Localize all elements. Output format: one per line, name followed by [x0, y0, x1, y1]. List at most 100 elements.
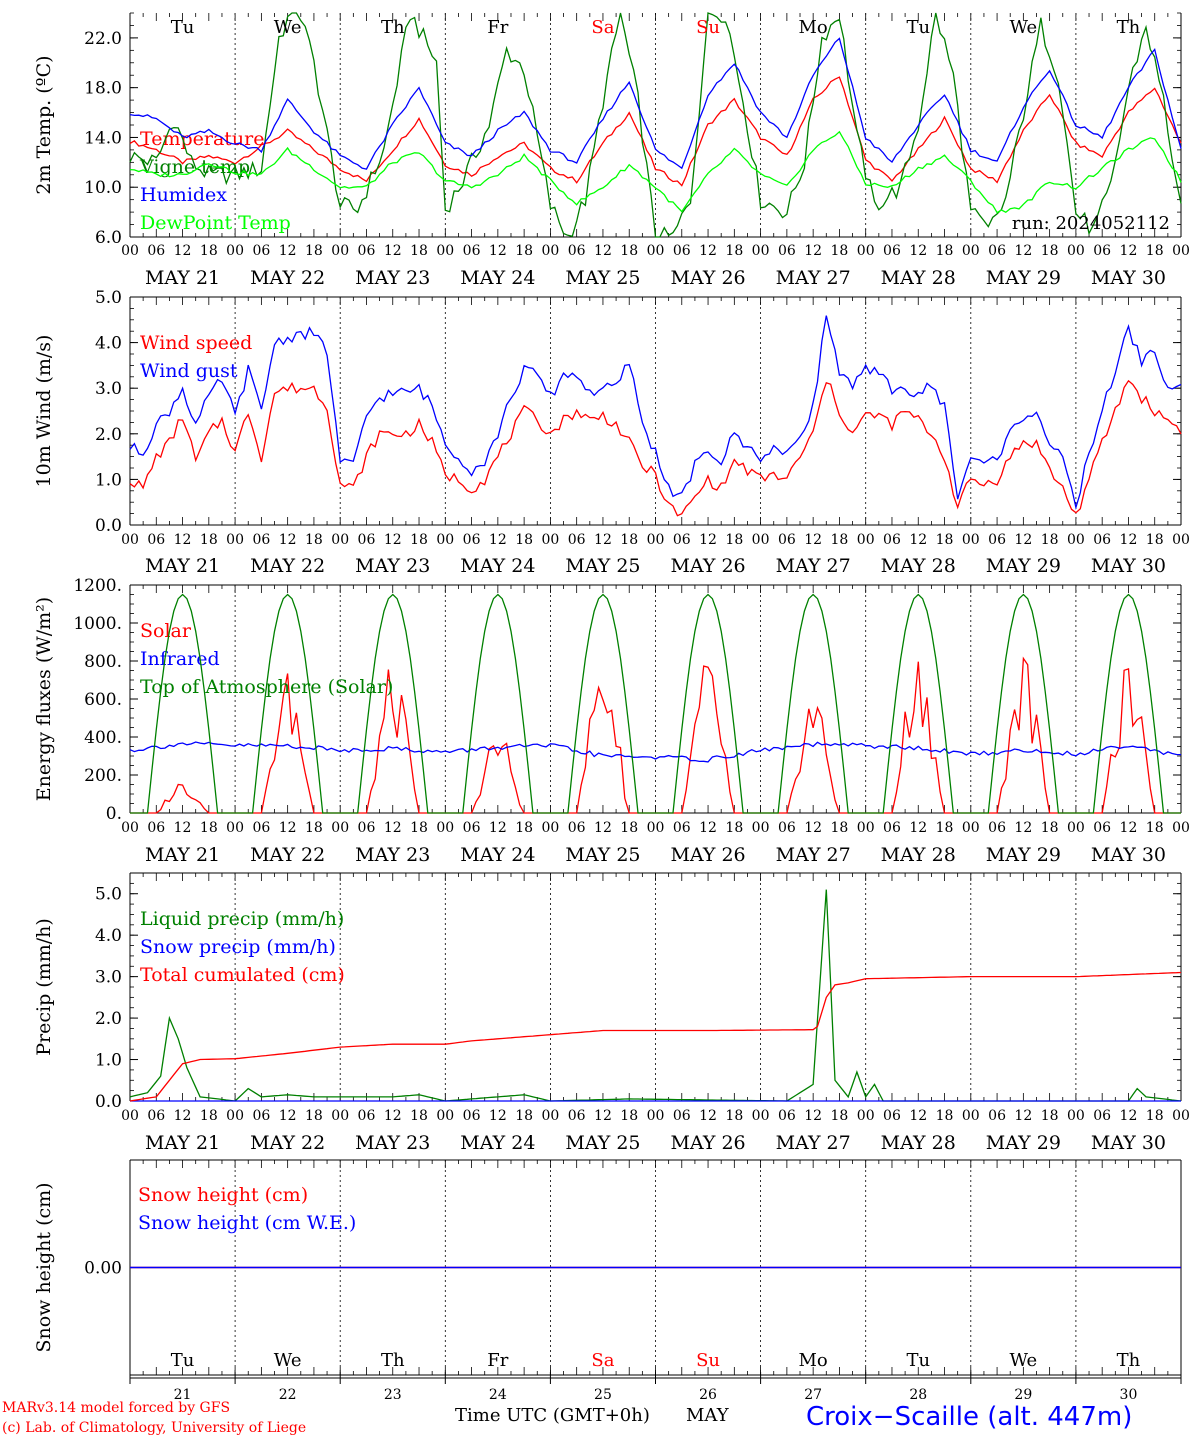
x-date-label: MAY 28	[881, 555, 956, 577]
x-tick-label: 06	[252, 243, 270, 259]
x-tick-label: 00	[962, 243, 980, 259]
x-date-label: MAY 22	[250, 1132, 325, 1154]
x-tick-label: 00	[121, 820, 139, 836]
x-date-label: MAY 27	[776, 555, 851, 577]
x-tick-label: 06	[778, 532, 796, 548]
day-name-label: Tu	[906, 1350, 930, 1371]
y-tick-label: 4.0	[95, 926, 122, 946]
x-tick-label: 12	[384, 820, 402, 836]
y-tick-label: 4.0	[95, 334, 122, 354]
x-tick-label: 12	[489, 243, 507, 259]
series-line-wind-0	[129, 379, 1182, 517]
x-tick-label: 18	[831, 532, 849, 548]
x-tick-label: 18	[200, 820, 218, 836]
x-date-label: MAY 27	[776, 1132, 851, 1154]
series-line-temperature-2	[129, 37, 1182, 170]
x-tick-label: 18	[200, 243, 218, 259]
x-date-label: MAY 26	[670, 1132, 745, 1154]
x-tick-label: 00	[121, 243, 139, 259]
legend-entry: Solar	[140, 620, 192, 642]
x-tick-label: 06	[778, 1108, 796, 1124]
x-tick-label: 00	[1172, 820, 1190, 836]
x-date-label: MAY 25	[565, 844, 640, 866]
y-tick-label: 600.	[84, 690, 122, 710]
series-line-temperature-1	[129, 12, 1182, 238]
x-tick-label: 18	[725, 1108, 743, 1124]
x-tick-label: 06	[147, 532, 165, 548]
x-tick-label: 18	[410, 1108, 428, 1124]
day-name-label: Tu	[171, 17, 195, 38]
x-date-label: MAY 27	[776, 267, 851, 289]
x-date-label: MAY 29	[986, 267, 1061, 289]
day-name-label: Su	[696, 1350, 720, 1371]
x-date-label: MAY 24	[460, 844, 535, 866]
credit-line-2: (c) Lab. of Climatology, University of L…	[2, 1420, 307, 1436]
x-date-label: MAY 28	[881, 267, 956, 289]
x-date-label: MAY 26	[670, 844, 745, 866]
x-tick-label: 06	[358, 1108, 376, 1124]
x-tick-label: 00	[962, 1108, 980, 1124]
x-tick-label: 12	[174, 532, 192, 548]
x-tick-label: 00	[857, 1108, 875, 1124]
x-tick-label: 18	[515, 243, 533, 259]
x-tick-label: 12	[594, 532, 612, 548]
x-tick-label: 18	[831, 1108, 849, 1124]
day-name-label: Tu	[906, 17, 930, 38]
x-tick-label: 06	[463, 243, 481, 259]
x-date-label: MAY 30	[1091, 267, 1166, 289]
legend-entry: Total cumulated (cm)	[140, 964, 345, 986]
x-date-label: MAY 23	[355, 555, 430, 577]
x-date-label: MAY 30	[1091, 1132, 1166, 1154]
x-tick-label: 00	[121, 1108, 139, 1124]
x-tick-label: 00	[331, 1108, 349, 1124]
x-tick-label: 00	[331, 243, 349, 259]
x-date-label: MAY 26	[670, 267, 745, 289]
x-tick-label: 12	[279, 820, 297, 836]
day-number-label: 21	[174, 1387, 192, 1403]
x-tick-label: 12	[1014, 820, 1032, 836]
x-tick-label: 06	[147, 1108, 165, 1124]
x-tick-label: 06	[883, 532, 901, 548]
y-tick-label: 6.0	[95, 228, 122, 248]
y-tick-label: 800.	[84, 652, 122, 672]
x-tick-label: 06	[883, 243, 901, 259]
x-tick-label: 00	[331, 820, 349, 836]
credit-line-1: MARv3.14 model forced by GFS	[2, 1400, 231, 1416]
x-tick-label: 18	[1041, 532, 1059, 548]
day-name-label: Th	[1117, 17, 1141, 38]
x-date-label: MAY 25	[565, 267, 640, 289]
series-line-temperature-0	[129, 76, 1182, 187]
x-date-label: MAY 30	[1091, 555, 1166, 577]
x-tick-label: 00	[226, 532, 244, 548]
y-tick-label: 3.0	[95, 379, 122, 399]
x-tick-label: 00	[1067, 1108, 1085, 1124]
x-tick-label: 12	[384, 532, 402, 548]
panel-snow: 0.00 Snow height (cm) Snow height (cm) Snow…	[33, 1159, 1182, 1403]
legend-entry: Wind speed	[140, 332, 252, 354]
x-tick-label: 00	[541, 243, 559, 259]
x-tick-label: 00	[436, 1108, 454, 1124]
x-date-label: MAY 29	[986, 1132, 1061, 1154]
x-tick-label: 00	[962, 532, 980, 548]
x-tick-label: 12	[489, 820, 507, 836]
x-tick-label: 00	[752, 820, 770, 836]
x-date-label: MAY 29	[986, 555, 1061, 577]
x-tick-label: 18	[1146, 820, 1164, 836]
x-tick-label: 18	[305, 820, 323, 836]
x-tick-label: 06	[147, 820, 165, 836]
month-label: MAY	[686, 1405, 729, 1426]
y-tick-label: 22.0	[84, 29, 122, 49]
x-tick-label: 18	[410, 243, 428, 259]
x-date-label: MAY 24	[460, 1132, 535, 1154]
x-tick-label: 12	[699, 243, 717, 259]
x-tick-label: 12	[594, 1108, 612, 1124]
x-tick-label: 06	[358, 820, 376, 836]
x-tick-label: 06	[673, 532, 691, 548]
x-tick-label: 12	[909, 1108, 927, 1124]
x-tick-label: 06	[252, 1108, 270, 1124]
day-name-label: We	[274, 1350, 302, 1371]
x-tick-label: 18	[620, 1108, 638, 1124]
x-tick-label: 06	[1093, 243, 1111, 259]
x-tick-label: 06	[883, 820, 901, 836]
x-tick-label: 00	[752, 532, 770, 548]
